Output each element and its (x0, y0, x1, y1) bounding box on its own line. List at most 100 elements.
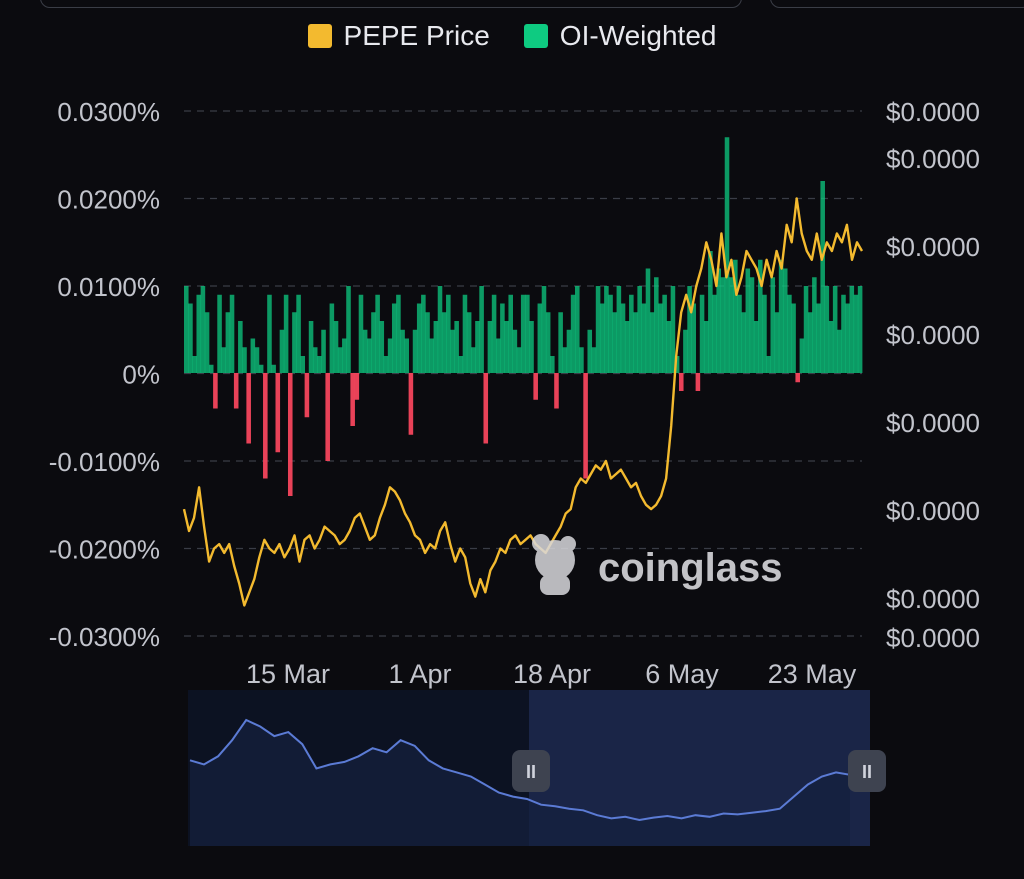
oi-bar-positive (570, 294, 576, 373)
oi-bar-positive (416, 303, 422, 373)
x-tick-label: 23 May (768, 659, 857, 689)
oi-bar-positive (342, 338, 347, 373)
oi-bar-positive (321, 329, 326, 373)
oi-bar-positive (425, 312, 430, 373)
oi-bar-positive (367, 338, 372, 373)
oi-bar-positive (196, 294, 202, 373)
oi-bar-positive (545, 312, 551, 373)
oi-bar-positive (724, 137, 730, 373)
oi-bar-positive (188, 303, 193, 373)
oi-bar-positive (824, 286, 830, 373)
oi-bar-positive (703, 321, 709, 373)
oi-bar-positive (371, 312, 376, 373)
oi-bar-positive (616, 286, 622, 373)
oi-bar-negative (263, 373, 268, 479)
oi-bar-positive (645, 268, 651, 373)
oi-bar-positive (637, 286, 642, 373)
x-tick-label: 6 May (645, 659, 719, 689)
oi-bar-positive (595, 286, 601, 373)
oi-bar-positive (462, 294, 468, 373)
legend-swatch-price (307, 24, 332, 48)
oi-bar-positive (229, 294, 235, 373)
oi-bar-positive (308, 321, 314, 373)
oi-bar-positive (753, 321, 759, 373)
legend-label-price: PEPE Price (343, 20, 490, 51)
oi-bar-positive (495, 338, 501, 373)
oi-bar-positive (791, 303, 796, 373)
y-left-tick-label: -0.0200% (49, 535, 160, 565)
oi-bar-negative (275, 373, 281, 453)
oi-bar-positive (429, 338, 434, 373)
coinglass-logo-icon (532, 534, 576, 595)
oi-bar-positive (200, 286, 206, 373)
oi-bar-positive (204, 312, 210, 373)
top-controls (0, 0, 1024, 10)
oi-bar-positive (683, 329, 688, 373)
y-right-tick-label: $0.0000 (886, 320, 980, 350)
legend-item-price[interactable]: PEPE Price (307, 20, 490, 52)
navigator-handle-left[interactable]: II (512, 750, 550, 792)
oi-bar-positive (375, 294, 380, 373)
oi-bar-positive (254, 347, 260, 373)
chart-legend: PEPE Price OI-Weighted (0, 20, 1024, 52)
range-navigator[interactable]: II II (188, 690, 886, 846)
oi-bar-positive (558, 312, 563, 373)
oi-bar-positive (471, 347, 476, 373)
oi-bar-positive (292, 312, 297, 373)
oi-bar-positive (221, 347, 226, 373)
oi-bar-positive (358, 294, 364, 373)
oi-bar-positive (412, 329, 418, 373)
oi-bar-negative (213, 373, 218, 409)
oi-bar-positive (504, 321, 509, 373)
oi-bar-positive (770, 277, 776, 373)
oi-bar-negative (246, 373, 251, 444)
oi-bar-positive (778, 259, 784, 373)
right-axis-labels: $0.0000 $0.0000 $0.0000 $0.0000 $0.0000 $0.00… (886, 97, 980, 653)
oi-bar-positive (258, 364, 264, 373)
oi-bar-positive (758, 259, 763, 373)
oi-bar-positive (520, 294, 526, 373)
oi-bar-positive (728, 277, 734, 373)
navigator-handle-left-glyph: II (526, 762, 536, 782)
oi-bar-positive (487, 321, 493, 373)
oi-bar-positive (446, 294, 451, 373)
oi-bar-positive (799, 338, 805, 373)
price-line (182, 197, 864, 607)
watermark: coinglass (532, 534, 783, 595)
oi-bar-positive (745, 268, 751, 373)
oi-bar-positive (300, 356, 306, 373)
oi-bar-positive (699, 294, 705, 373)
oi-bar-positive (458, 356, 464, 373)
oi-bar-negative (533, 373, 538, 400)
oi-bar-positive (629, 294, 634, 373)
navigator-line (189, 718, 851, 822)
oi-bar-positive (845, 303, 850, 373)
oi-bar-positive (529, 321, 534, 373)
y-left-tick-label: -0.0100% (49, 447, 160, 477)
y-left-tick-label: -0.0300% (49, 622, 160, 652)
oi-bar-positive (716, 268, 721, 373)
oi-bar-positive (666, 321, 672, 373)
oi-bar-negative (795, 373, 801, 383)
oi-bar-positive (737, 294, 742, 373)
oi-bar-negative (233, 373, 239, 409)
oi-bar-positive (816, 303, 821, 373)
oi-bar-positive (837, 329, 842, 373)
oi-bar-positive (803, 286, 809, 373)
oi-weighted-bars (184, 137, 863, 496)
oi-bar-positive (383, 356, 389, 373)
oi-bar-positive (296, 294, 301, 373)
oi-bar-positive (317, 356, 322, 373)
oi-bar-negative (483, 373, 489, 444)
oi-bar-positive (641, 303, 647, 373)
legend-item-oi[interactable]: OI-Weighted (523, 20, 716, 52)
oi-bar-positive (450, 329, 455, 373)
oi-bar-positive (849, 286, 855, 373)
navigator-handle-right[interactable]: II (848, 750, 886, 792)
oi-bar-positive (283, 294, 289, 373)
oi-bar-positive (217, 294, 222, 373)
oi-bar-positive (762, 294, 767, 373)
oi-bar-positive (466, 312, 472, 373)
oi-bar-positive (662, 294, 667, 373)
